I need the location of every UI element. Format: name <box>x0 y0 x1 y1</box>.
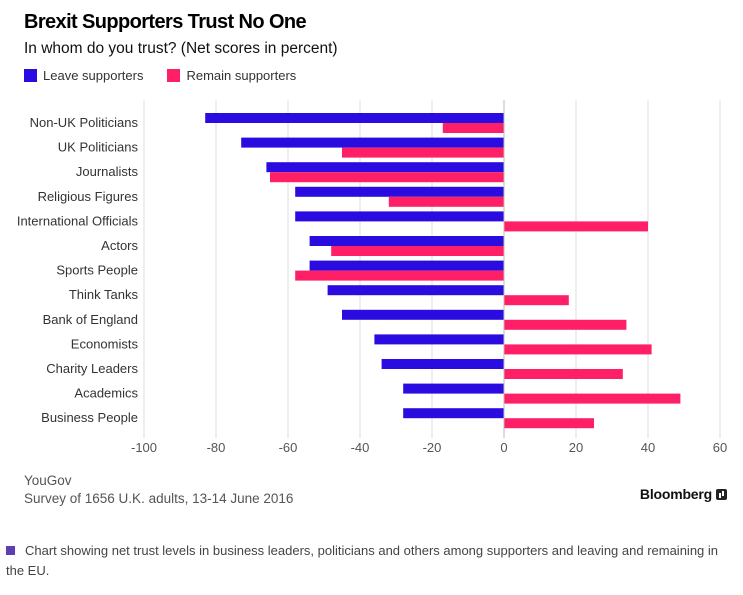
caption-bullet-icon <box>6 546 15 555</box>
category-label: Charity Leaders <box>46 361 138 376</box>
category-label: Business People <box>41 410 138 425</box>
bar-remain <box>331 246 504 256</box>
source-block: YouGov Survey of 1656 U.K. adults, 13-14… <box>24 472 293 508</box>
bar-leave <box>205 113 504 123</box>
category-label: Think Tanks <box>69 287 139 302</box>
bar-remain <box>504 393 681 404</box>
chart-title: Brexit Supporters Trust No One <box>24 11 307 33</box>
x-tick-label: -100 <box>131 440 157 455</box>
bloomberg-logo: Bloomberg <box>640 486 727 502</box>
bar-leave <box>374 334 504 345</box>
chart-subtitle: In whom do you trust? (Net scores in per… <box>24 40 338 57</box>
x-tick-label: -60 <box>279 440 298 455</box>
bloomberg-icon <box>716 488 727 500</box>
bar-chart: -100 -80 -60 -40 -20 0 20 40 60 Non-UK Politician… <box>17 100 727 455</box>
x-tick-label: 40 <box>641 440 655 455</box>
bar-remain <box>342 147 504 158</box>
bar-remain <box>504 295 569 306</box>
category-label: Economists <box>71 336 139 351</box>
category-label: Bank of England <box>43 312 138 327</box>
category-label: Academics <box>74 386 138 401</box>
x-tick-label: -80 <box>207 440 226 455</box>
legend-item-remain: Remain supporters <box>167 68 296 83</box>
bar-leave <box>403 383 504 394</box>
x-tick-label: 60 <box>713 440 727 455</box>
x-tick-label: -20 <box>423 440 442 455</box>
x-tick-label: -40 <box>351 440 370 455</box>
bar-remain <box>295 270 504 281</box>
survey-note: Survey of 1656 U.K. adults, 13-14 June 2… <box>24 491 294 506</box>
bar-leave <box>342 309 504 320</box>
category-label: UK Politicians <box>58 140 139 155</box>
legend-label-remain: Remain supporters <box>186 68 297 83</box>
x-tick-label: 0 <box>500 440 507 455</box>
legend-swatch-remain <box>167 69 181 82</box>
category-label: Religious Figures <box>38 189 139 204</box>
bar-remain <box>504 344 652 355</box>
source-name: YouGov <box>24 473 72 488</box>
bar-remain <box>504 369 623 379</box>
bar-leave <box>327 285 504 296</box>
bar-leave <box>309 236 504 246</box>
category-label: International Officials <box>17 213 139 228</box>
bar-leave <box>295 211 504 222</box>
bar-remain <box>270 172 504 183</box>
category-label: Non-UK Politicians <box>30 115 139 130</box>
bar-leave <box>241 137 504 148</box>
bar-remain <box>388 196 504 207</box>
legend-item-leave: Leave supporters <box>24 68 143 83</box>
legend-label-leave: Leave supporters <box>43 68 144 83</box>
caption: Chart showing net trust levels in busine… <box>6 541 736 581</box>
caption-text: Chart showing net trust levels in busine… <box>6 543 719 578</box>
bar-remain <box>504 319 627 330</box>
category-label: Sports People <box>56 263 138 278</box>
brand-text: Bloomberg <box>639 486 712 502</box>
bar-leave <box>381 359 504 369</box>
bar-leave <box>295 186 504 197</box>
bar-remain <box>504 221 648 232</box>
bar-remain <box>442 123 504 133</box>
bar-leave <box>266 162 504 173</box>
category-label: Actors <box>101 238 138 253</box>
bar-leave <box>403 408 504 419</box>
x-tick-label: 20 <box>569 440 583 455</box>
legend-swatch-leave <box>24 69 37 82</box>
bar-remain <box>504 418 594 429</box>
bar-leave <box>309 260 504 271</box>
legend: Leave supporters Remain supporters <box>24 68 316 83</box>
category-label: Journalists <box>76 164 139 179</box>
